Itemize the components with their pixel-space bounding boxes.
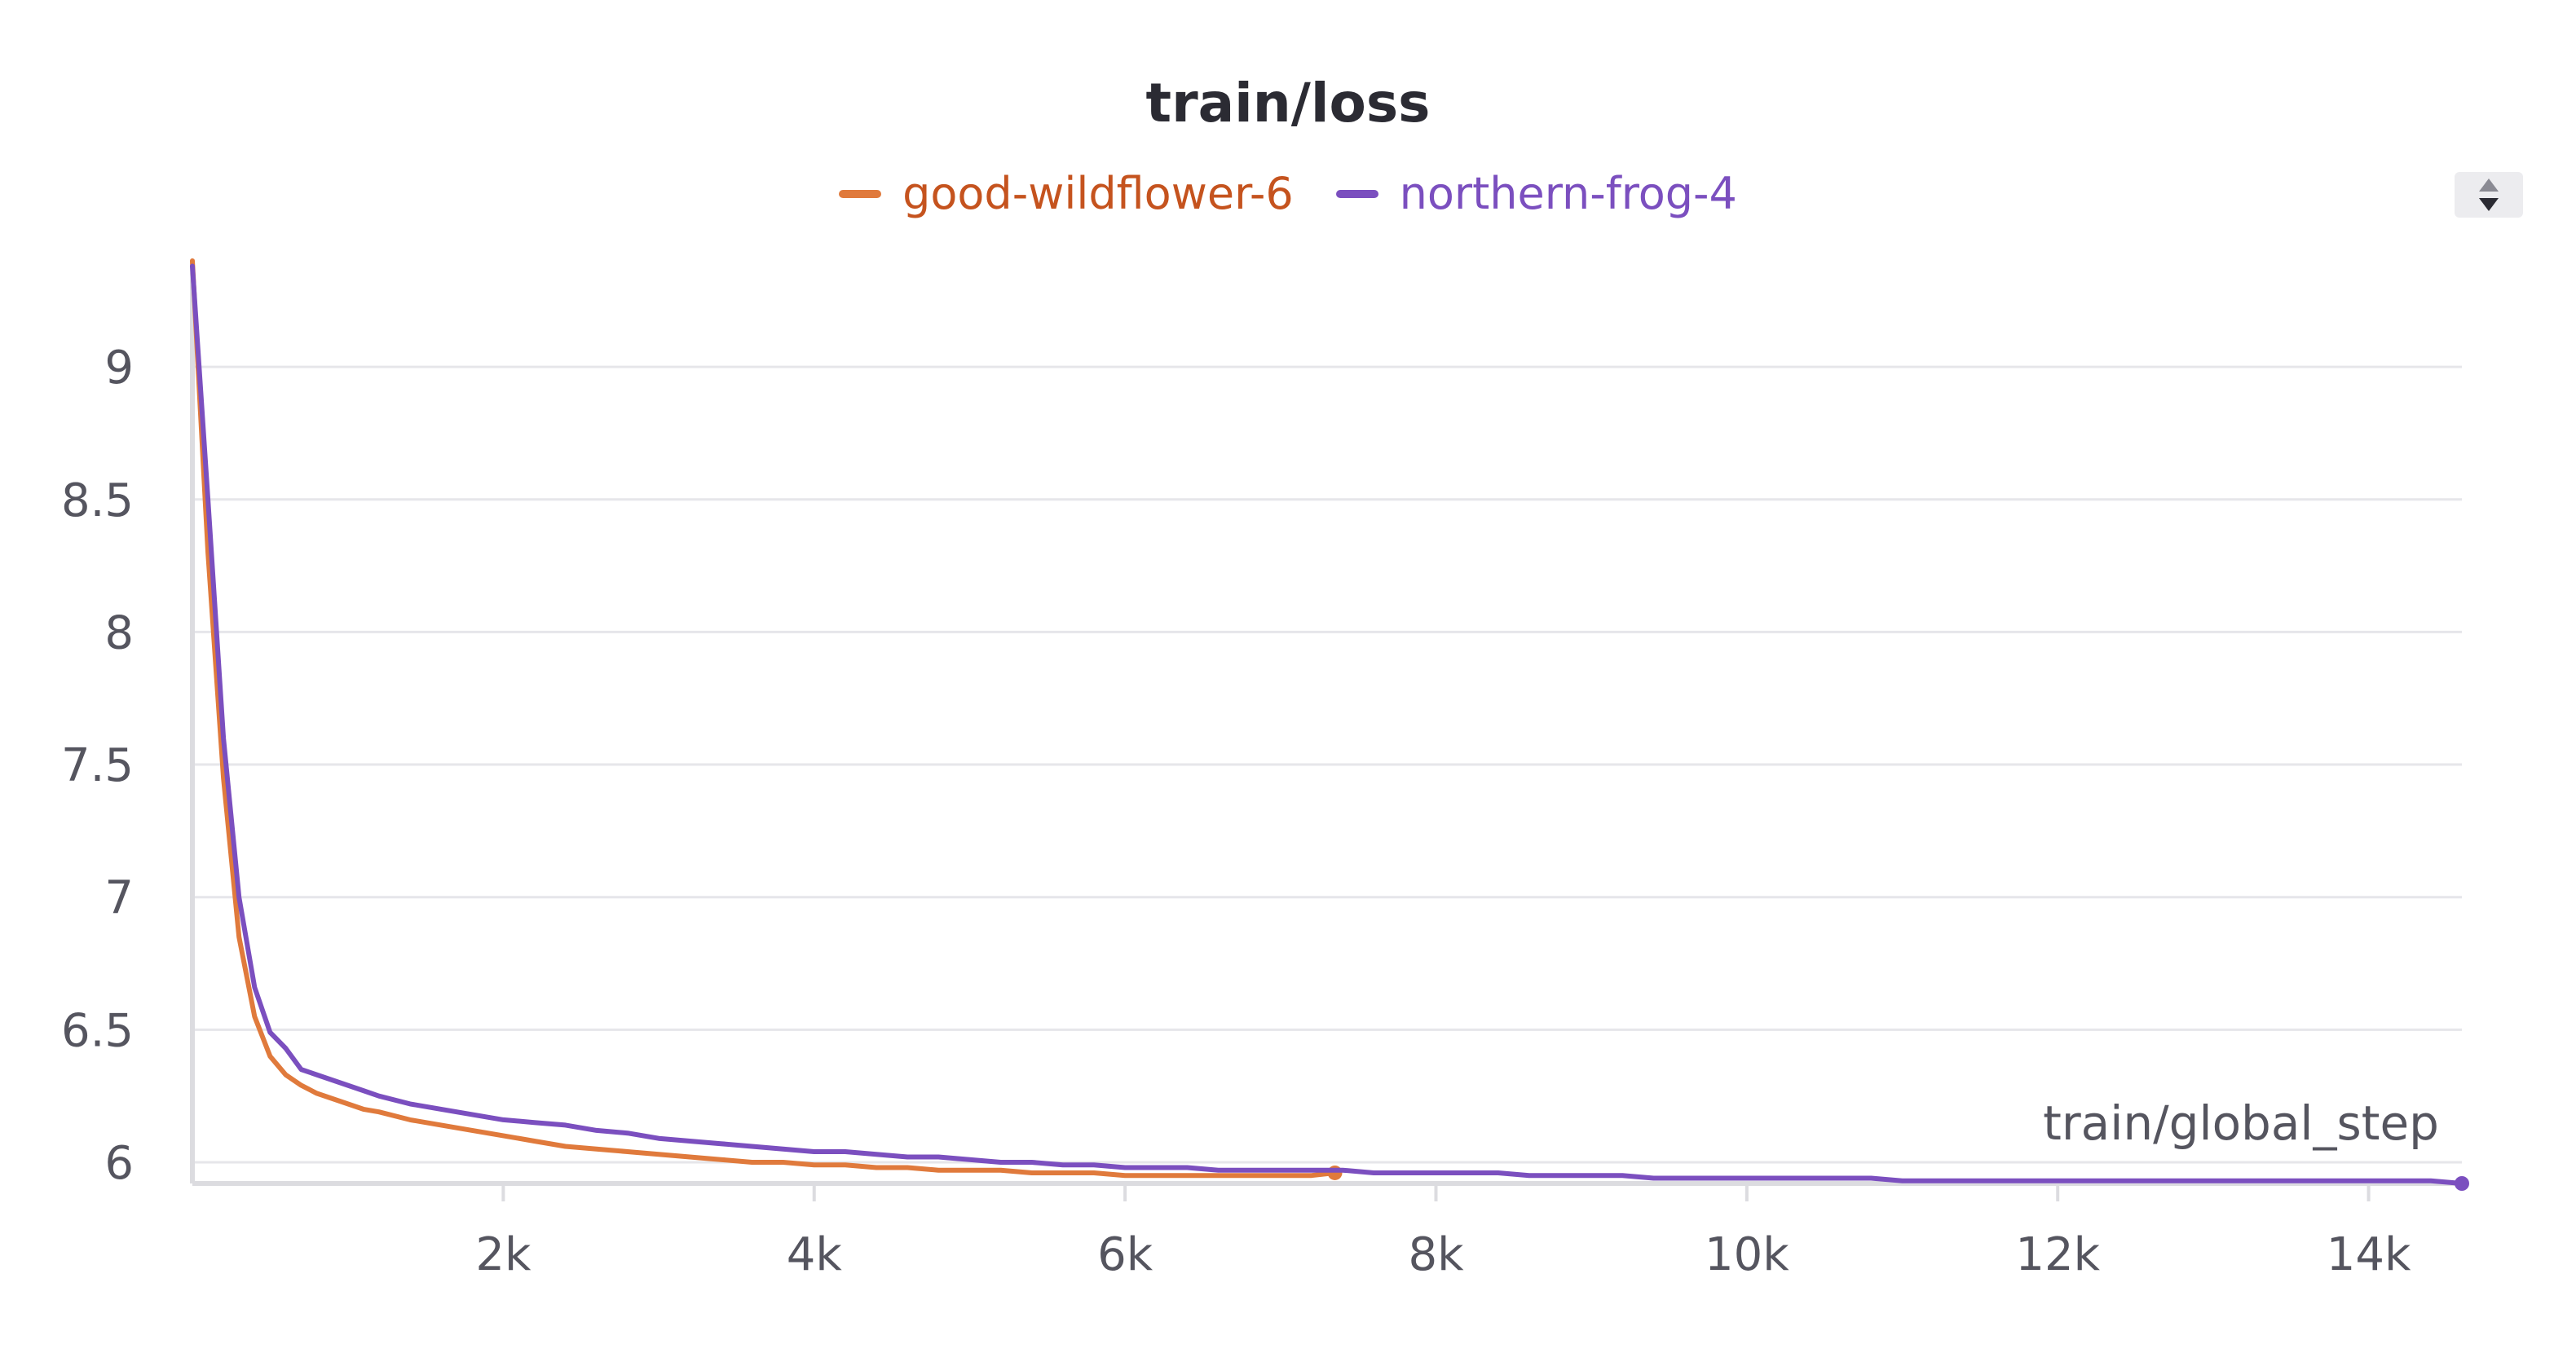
axes <box>190 261 2462 1201</box>
legend-swatch-good-wildflower-6 <box>839 189 882 198</box>
legend-swatch-northern-frog-4 <box>1335 189 1378 198</box>
series-line-northern-frog-4 <box>190 263 2464 1186</box>
sort-toggle-button[interactable] <box>2455 172 2523 218</box>
chart-title: train/loss <box>1145 72 1431 134</box>
legend-item-northern-frog-4[interactable]: northern-frog-4 <box>1335 168 1737 219</box>
tick-labels: 6 6.5 7 7.5 8 8.5 9 2k 4k 6k 8k 10k 12k 14k <box>61 342 2411 1281</box>
y-tick-label: 6.5 <box>61 1004 134 1057</box>
x-tick-label: 10k <box>1705 1228 1789 1281</box>
y-tick-label: 7.5 <box>61 739 134 792</box>
series-line-good-wildflower-6 <box>190 258 1338 1179</box>
x-tick-label: 6k <box>1097 1228 1153 1281</box>
x-tick-label: 8k <box>1408 1228 1464 1281</box>
x-tick-label: 2k <box>475 1228 532 1281</box>
y-tick-label: 7 <box>104 872 134 925</box>
series-end-marker-northern-frog-4 <box>2455 1176 2469 1191</box>
x-tick-label: 14k <box>2327 1228 2411 1281</box>
x-axis-label: train/global_step <box>2043 1095 2439 1151</box>
y-tick-label: 8.5 <box>61 474 134 527</box>
series-lines <box>190 258 2469 1191</box>
x-tick-label: 12k <box>2015 1228 2100 1281</box>
y-tick-label: 6 <box>104 1137 134 1190</box>
legend-label-good-wildflower-6: good-wildflower-6 <box>902 168 1294 219</box>
y-tick-label: 8 <box>104 606 134 659</box>
sort-up-down-icon <box>2479 178 2499 211</box>
legend: good-wildflower-6 northern-frog-4 <box>0 168 2576 219</box>
legend-item-good-wildflower-6[interactable]: good-wildflower-6 <box>839 168 1294 219</box>
legend-label-northern-frog-4: northern-frog-4 <box>1399 168 1737 219</box>
series-end-marker-good-wildflower-6 <box>1327 1165 1343 1180</box>
grid-lines <box>192 365 2462 1164</box>
y-tick-label: 9 <box>104 342 134 394</box>
x-tick-label: 4k <box>787 1228 843 1281</box>
